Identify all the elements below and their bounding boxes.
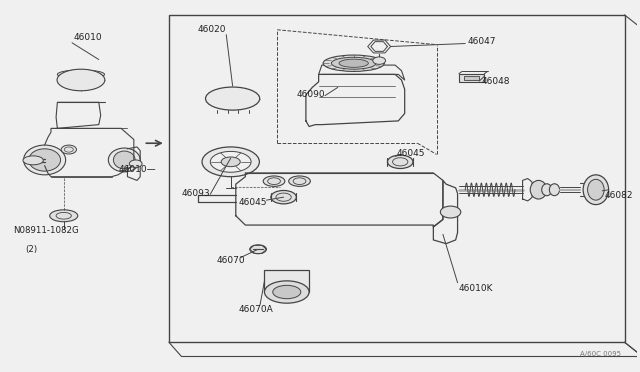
Text: 46070: 46070: [217, 256, 245, 265]
Ellipse shape: [250, 245, 266, 254]
Text: (2): (2): [26, 245, 38, 254]
Text: 46082: 46082: [604, 191, 633, 200]
Text: 46048: 46048: [481, 77, 509, 86]
Ellipse shape: [541, 184, 552, 196]
Ellipse shape: [58, 70, 104, 79]
Ellipse shape: [205, 87, 260, 110]
Ellipse shape: [57, 69, 105, 91]
Ellipse shape: [387, 155, 413, 169]
Ellipse shape: [113, 151, 135, 169]
Ellipse shape: [588, 179, 604, 200]
Ellipse shape: [530, 180, 547, 199]
Ellipse shape: [221, 157, 240, 167]
Text: 46047: 46047: [467, 37, 495, 46]
Ellipse shape: [264, 281, 309, 303]
Text: 46093: 46093: [182, 189, 211, 198]
Text: 46045: 46045: [396, 149, 425, 158]
Text: 46010—: 46010—: [118, 165, 156, 174]
Ellipse shape: [214, 90, 252, 107]
Ellipse shape: [549, 184, 559, 196]
Text: 46045: 46045: [239, 198, 268, 207]
Ellipse shape: [129, 160, 142, 167]
Ellipse shape: [108, 148, 140, 172]
Text: 46010: 46010: [74, 33, 102, 42]
Ellipse shape: [583, 175, 609, 205]
Ellipse shape: [273, 285, 301, 299]
Text: 46020: 46020: [198, 25, 226, 34]
Text: 46090: 46090: [296, 90, 325, 99]
Text: 46070A: 46070A: [239, 305, 274, 314]
Text: N08911-1082G: N08911-1082G: [13, 226, 79, 235]
Ellipse shape: [211, 151, 251, 172]
Ellipse shape: [29, 149, 61, 171]
Ellipse shape: [332, 57, 376, 69]
Ellipse shape: [289, 176, 310, 186]
Ellipse shape: [263, 176, 285, 186]
Ellipse shape: [23, 156, 44, 165]
Ellipse shape: [50, 210, 77, 222]
Text: 46010K: 46010K: [459, 284, 493, 293]
Ellipse shape: [24, 145, 66, 175]
Bar: [169, 15, 625, 342]
Ellipse shape: [339, 59, 369, 67]
Ellipse shape: [70, 76, 92, 84]
Ellipse shape: [323, 55, 384, 71]
Ellipse shape: [440, 206, 461, 218]
Ellipse shape: [271, 190, 296, 204]
Bar: [459, 74, 484, 82]
Bar: [264, 270, 309, 292]
Text: A/60C 0095: A/60C 0095: [580, 351, 621, 357]
Ellipse shape: [202, 147, 259, 177]
Ellipse shape: [61, 145, 76, 154]
Ellipse shape: [373, 57, 385, 64]
Bar: [464, 76, 479, 80]
